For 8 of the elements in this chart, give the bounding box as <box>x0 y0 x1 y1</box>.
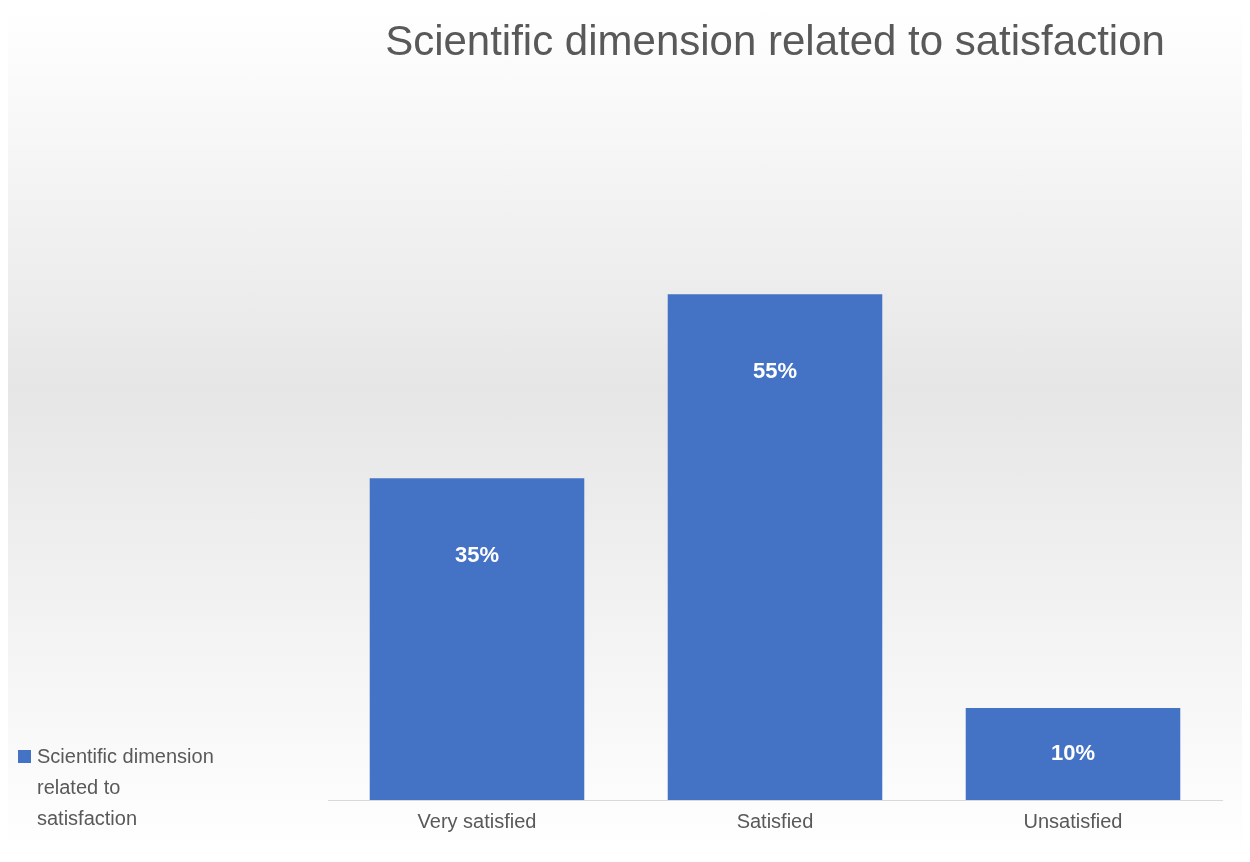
legend-label: Scientific dimension related to satisfaction <box>37 744 215 831</box>
x-tick-label: Unsatisfied <box>1023 809 1123 832</box>
x-tick-label: Satisfied <box>736 809 814 832</box>
x-tick-label: Very satisfied <box>417 809 537 832</box>
data-label: 35% <box>454 542 500 568</box>
data-label: 55% <box>752 358 798 384</box>
chart-title: Scientific dimension related to satisfaction <box>385 16 1165 64</box>
data-label: 10% <box>1050 740 1096 766</box>
